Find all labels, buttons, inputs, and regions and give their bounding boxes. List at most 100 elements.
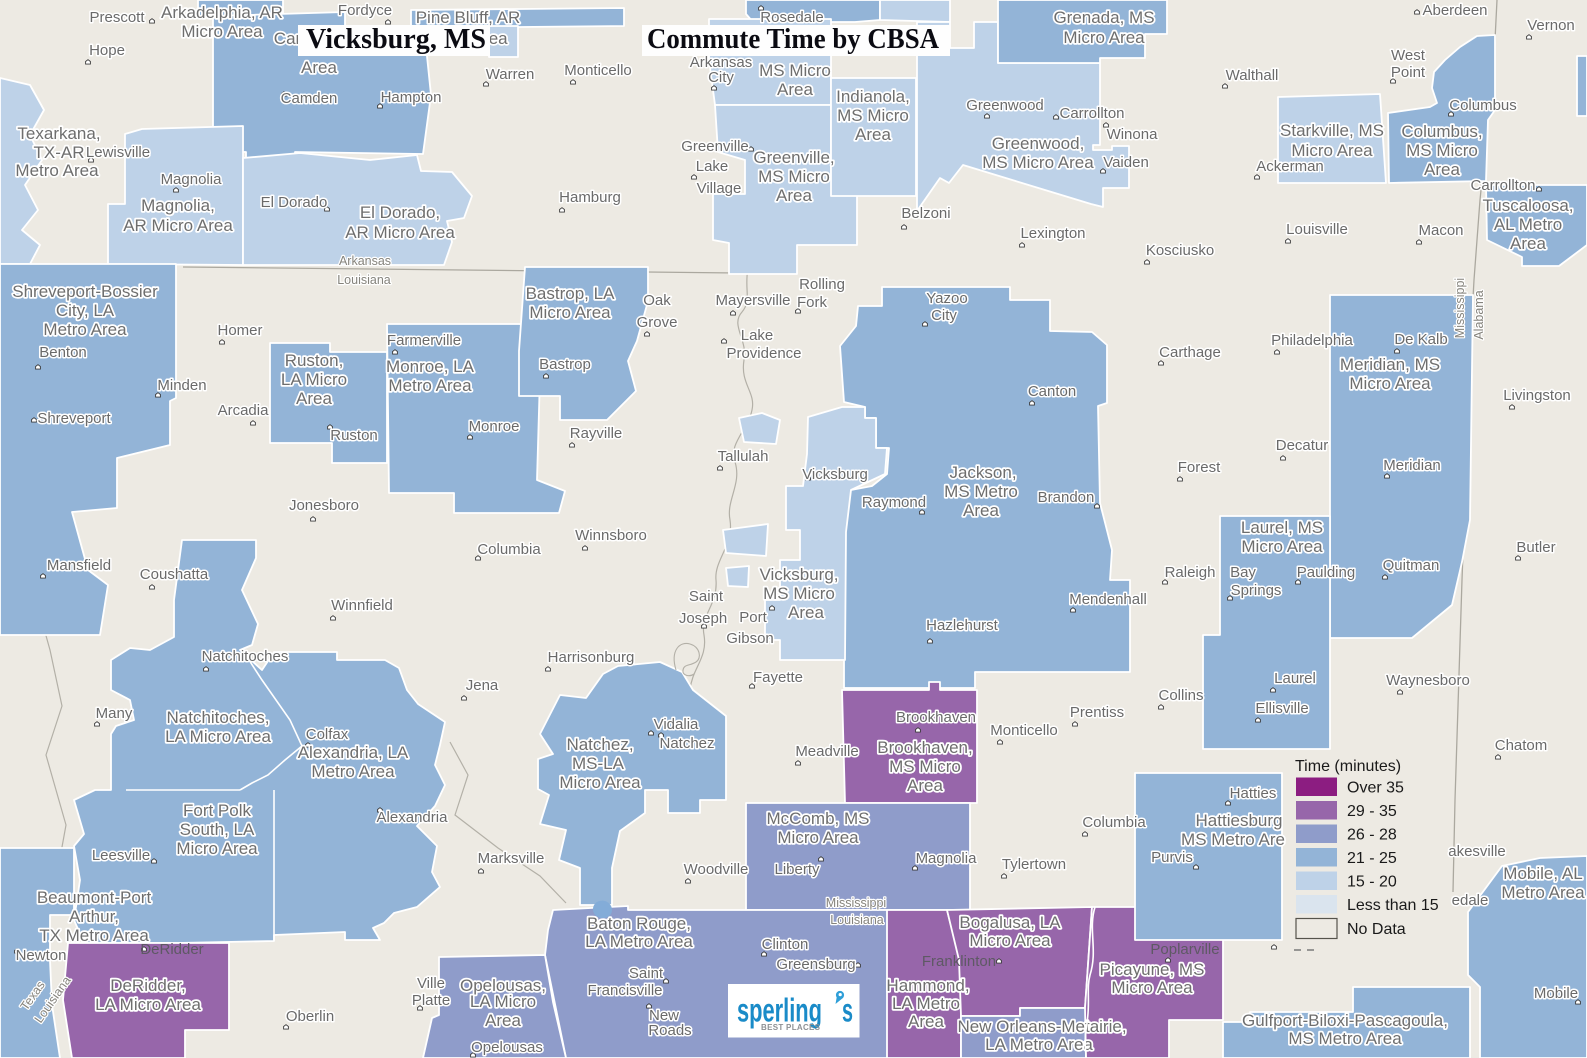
svg-text:Area: Area — [963, 501, 999, 520]
svg-text:akesville: akesville — [1448, 843, 1506, 860]
svg-text:Poplarville: Poplarville — [1150, 941, 1219, 958]
svg-text:Hope: Hope — [89, 42, 125, 59]
svg-text:Monticello: Monticello — [564, 62, 632, 79]
svg-text:MS Micro: MS Micro — [837, 106, 909, 125]
svg-text:Greenwood: Greenwood — [966, 97, 1044, 114]
svg-text:Purvis: Purvis — [1151, 849, 1193, 866]
svg-text:MS-LA: MS-LA — [572, 754, 625, 773]
svg-text:Area: Area — [1510, 234, 1546, 253]
svg-text:Meridian: Meridian — [1383, 457, 1441, 474]
svg-text:15 - 20: 15 - 20 — [1347, 874, 1397, 891]
svg-text:DeRidder,: DeRidder, — [110, 976, 186, 995]
svg-text:No Data: No Data — [1347, 921, 1406, 938]
svg-text:Greenville: Greenville — [681, 138, 749, 155]
svg-text:Starkville, MS: Starkville, MS — [1280, 121, 1384, 140]
svg-text:Benton: Benton — [39, 344, 87, 361]
svg-text:Alabama: Alabama — [1472, 290, 1486, 339]
svg-text:Louisiana: Louisiana — [830, 913, 884, 927]
svg-text:Metro Area: Metro Area — [311, 762, 395, 781]
svg-text:LA Metro Area: LA Metro Area — [985, 1035, 1093, 1054]
svg-text:Lake: Lake — [741, 327, 774, 344]
svg-text:Less than 15: Less than 15 — [1347, 897, 1439, 914]
svg-text:Metro Area: Metro Area — [1501, 883, 1585, 902]
svg-text:Opelousas: Opelousas — [471, 1039, 543, 1056]
svg-text:Beaumont-Port: Beaumont-Port — [37, 888, 152, 907]
svg-text:Aberdeen: Aberdeen — [1422, 2, 1487, 19]
svg-text:Micro Area: Micro Area — [1111, 978, 1193, 997]
svg-text:Bastrop, LA: Bastrop, LA — [526, 284, 615, 303]
svg-text:MS Micro: MS Micro — [763, 584, 835, 603]
svg-text:Kosciusko: Kosciusko — [1146, 242, 1214, 259]
svg-text:29 - 35: 29 - 35 — [1347, 803, 1397, 820]
svg-text:Area: Area — [485, 1011, 521, 1030]
svg-text:Hattiesburg: Hattiesburg — [1196, 811, 1283, 830]
svg-text:Paulding: Paulding — [1297, 564, 1355, 581]
svg-text:Joseph: Joseph — [679, 610, 727, 627]
svg-text:LA Metro Area: LA Metro Area — [585, 932, 693, 951]
svg-text:Area: Area — [1424, 160, 1460, 179]
svg-text:Bastrop: Bastrop — [539, 356, 591, 373]
svg-text:Oberlin: Oberlin — [286, 1008, 334, 1025]
svg-text:Farmerville: Farmerville — [387, 332, 461, 349]
svg-text:Pine Bluff, AR: Pine Bluff, AR — [416, 8, 521, 27]
svg-text:Vernon: Vernon — [1527, 17, 1575, 34]
svg-text:Time (minutes): Time (minutes) — [1295, 758, 1401, 775]
svg-text:Hazlehurst: Hazlehurst — [926, 617, 999, 634]
svg-text:Tuscaloosa,: Tuscaloosa, — [1482, 196, 1573, 215]
svg-text:AR Micro Area: AR Micro Area — [123, 216, 233, 235]
svg-text:Lake: Lake — [696, 158, 729, 175]
svg-text:Opelousas,: Opelousas, — [460, 976, 546, 995]
svg-text:Liberty: Liberty — [774, 861, 820, 878]
svg-text:MS Micro: MS Micro — [759, 61, 831, 80]
svg-text:Laurel: Laurel — [1274, 670, 1316, 687]
svg-text:Livingston: Livingston — [1503, 387, 1571, 404]
svg-text:Point: Point — [1391, 64, 1426, 81]
svg-text:Brookhaven: Brookhaven — [896, 709, 976, 726]
svg-text:Mobile: Mobile — [1534, 985, 1578, 1002]
svg-text:Natchitoches,: Natchitoches, — [167, 708, 270, 727]
svg-text:Shreveport: Shreveport — [37, 410, 111, 427]
svg-text:Meadville: Meadville — [795, 743, 858, 760]
svg-text:Columbia: Columbia — [1082, 814, 1146, 831]
svg-text:Yazoo: Yazoo — [926, 290, 967, 307]
svg-text:Macon: Macon — [1418, 222, 1463, 239]
svg-text:LA Micro: LA Micro — [470, 992, 536, 1011]
svg-text:Metro Area: Metro Area — [43, 320, 127, 339]
svg-text:DeRidder: DeRidder — [140, 941, 203, 958]
svg-text:Magnolia,: Magnolia, — [141, 196, 215, 215]
svg-text:Picayune, MS: Picayune, MS — [1100, 960, 1205, 979]
svg-text:Walthall: Walthall — [1226, 67, 1279, 84]
svg-text:Saint: Saint — [629, 965, 664, 982]
svg-text:Natchez: Natchez — [659, 735, 714, 752]
svg-text:Camden: Camden — [281, 90, 338, 107]
svg-text:Winnfield: Winnfield — [331, 597, 393, 614]
svg-text:Tallulah: Tallulah — [718, 448, 769, 465]
svg-text:South, LA: South, LA — [180, 820, 255, 839]
svg-text:El Dorado: El Dorado — [261, 194, 328, 211]
svg-text:Carthage: Carthage — [1159, 344, 1221, 361]
svg-text:Lewisville: Lewisville — [86, 144, 150, 161]
svg-text:s: s — [842, 992, 853, 1029]
svg-text:Oak: Oak — [643, 292, 671, 309]
svg-text:Texarkana,: Texarkana, — [17, 124, 100, 143]
svg-text:Carrollton: Carrollton — [1059, 105, 1124, 122]
svg-text:MS Metro Area: MS Metro Area — [1288, 1029, 1402, 1048]
svg-text:De Kalb: De Kalb — [1394, 331, 1447, 348]
svg-text:Saint: Saint — [689, 588, 724, 605]
svg-text:LA Micro Area: LA Micro Area — [95, 995, 201, 1014]
svg-text:Homer: Homer — [217, 322, 262, 339]
svg-text:Hampton: Hampton — [381, 89, 442, 106]
svg-text:Area: Area — [855, 125, 891, 144]
svg-text:Area: Area — [908, 1012, 944, 1031]
svg-text:Franklinton: Franklinton — [922, 953, 996, 970]
svg-text:Village: Village — [697, 180, 742, 197]
svg-text:Colfax: Colfax — [306, 726, 349, 743]
svg-text:TX-AR: TX-AR — [34, 143, 85, 162]
svg-text:Alexandria, LA: Alexandria, LA — [298, 743, 409, 762]
svg-text:Platte: Platte — [412, 992, 450, 1009]
svg-text:Metro Area: Metro Area — [388, 376, 472, 395]
svg-text:Vicksburg, MS: Vicksburg, MS — [306, 24, 486, 55]
svg-text:Ruston: Ruston — [330, 427, 378, 444]
svg-text:26 - 28: 26 - 28 — [1347, 827, 1397, 844]
svg-text:Louisville: Louisville — [1286, 221, 1348, 238]
